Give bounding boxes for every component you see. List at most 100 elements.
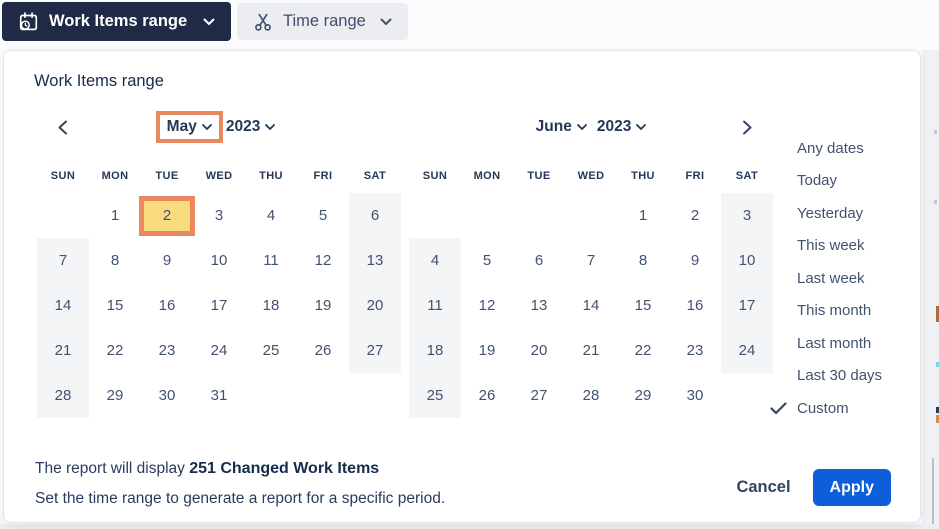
day-cell[interactable]: 26 bbox=[478, 387, 496, 404]
day-cell[interactable]: 17 bbox=[721, 283, 773, 328]
preset-item-last-week[interactable]: Last week bbox=[770, 262, 918, 295]
day-cell[interactable]: 16 bbox=[158, 297, 176, 314]
day-cell[interactable]: 27 bbox=[530, 387, 548, 404]
weekday-header: FRI bbox=[685, 170, 705, 182]
day-cell[interactable]: 19 bbox=[314, 297, 332, 314]
preset-item-yesterday[interactable]: Yesterday bbox=[770, 197, 918, 230]
day-cell[interactable]: 5 bbox=[318, 207, 328, 224]
time-range-label: Time range bbox=[283, 12, 366, 30]
month-dropdown-may[interactable]: May bbox=[167, 118, 212, 136]
day-cell[interactable]: 29 bbox=[106, 387, 124, 404]
day-cell[interactable]: 15 bbox=[106, 297, 124, 314]
day-cell[interactable]: 4 bbox=[266, 207, 276, 224]
day-cell[interactable]: 30 bbox=[686, 387, 704, 404]
next-month-button[interactable] bbox=[721, 107, 773, 147]
preset-item-last-month[interactable]: Last month bbox=[770, 327, 918, 360]
year-dropdown-may[interactable]: 2023 bbox=[226, 118, 276, 136]
calendar-week-row: 18 19 20 21 22 23 24 bbox=[409, 328, 773, 373]
preset-item-today[interactable]: Today bbox=[770, 165, 918, 198]
day-cell[interactable]: 9 bbox=[690, 252, 700, 269]
preset-list: Any dates Today Yesterday This week Last wee… bbox=[770, 132, 918, 425]
day-cell[interactable]: 1 bbox=[110, 207, 120, 224]
day-cell[interactable]: 14 bbox=[582, 297, 600, 314]
day-cell[interactable]: 7 bbox=[586, 252, 596, 269]
day-cell[interactable]: 18 bbox=[409, 328, 461, 373]
work-items-range-button[interactable]: Work Items range bbox=[2, 2, 232, 41]
day-cell[interactable]: 29 bbox=[634, 387, 652, 404]
empty-day-cell bbox=[461, 193, 513, 238]
year-dropdown-june[interactable]: 2023 bbox=[597, 118, 647, 136]
day-cell[interactable]: 3 bbox=[214, 207, 224, 224]
day-cell[interactable]: 14 bbox=[37, 283, 89, 328]
day-cell[interactable]: 27 bbox=[349, 328, 401, 373]
weekday-header: FRI bbox=[313, 170, 333, 182]
day-cell-selected[interactable]: 2 bbox=[141, 193, 193, 238]
day-cell[interactable]: 20 bbox=[349, 283, 401, 328]
chevron-left-icon bbox=[58, 120, 68, 135]
empty-day-cell bbox=[37, 193, 89, 238]
day-cell[interactable]: 8 bbox=[110, 252, 120, 269]
day-cell[interactable]: 20 bbox=[530, 342, 548, 359]
day-cell[interactable]: 5 bbox=[482, 252, 492, 269]
day-cell[interactable]: 7 bbox=[37, 238, 89, 283]
weekday-header: TUE bbox=[155, 170, 179, 182]
day-cell[interactable]: 13 bbox=[530, 297, 548, 314]
day-cell[interactable]: 8 bbox=[638, 252, 648, 269]
preset-item-custom[interactable]: Custom bbox=[770, 392, 918, 425]
day-cell[interactable]: 1 bbox=[638, 207, 648, 224]
weekday-header: SAT bbox=[735, 170, 759, 182]
day-cell[interactable]: 6 bbox=[534, 252, 544, 269]
preset-item-this-week[interactable]: This week bbox=[770, 230, 918, 263]
report-summary-line: The report will display 251 Changed Work… bbox=[35, 454, 445, 484]
day-cell[interactable]: 22 bbox=[634, 342, 652, 359]
day-cell[interactable]: 6 bbox=[349, 193, 401, 238]
day-cell[interactable]: 28 bbox=[582, 387, 600, 404]
time-range-button[interactable]: Time range bbox=[237, 3, 408, 40]
day-cell[interactable]: 30 bbox=[158, 387, 176, 404]
cancel-button[interactable]: Cancel bbox=[736, 478, 791, 496]
day-cell[interactable]: 19 bbox=[478, 342, 496, 359]
day-cell[interactable]: 21 bbox=[582, 342, 600, 359]
apply-button[interactable]: Apply bbox=[812, 469, 891, 506]
annotation-highlight-month: May bbox=[155, 111, 223, 143]
day-cell[interactable]: 23 bbox=[686, 342, 704, 359]
chevron-down-icon bbox=[576, 123, 587, 131]
calendar-nav-may: May 2023 bbox=[37, 107, 401, 147]
day-cell[interactable]: 25 bbox=[262, 342, 280, 359]
prev-month-button[interactable] bbox=[37, 107, 89, 147]
day-cell[interactable]: 2 bbox=[690, 207, 700, 224]
day-cell[interactable]: 11 bbox=[263, 252, 279, 269]
preset-item-any-dates[interactable]: Any dates bbox=[770, 132, 918, 165]
weekday-header: THU bbox=[259, 170, 283, 182]
day-cell[interactable]: 13 bbox=[349, 238, 401, 283]
day-cell[interactable]: 28 bbox=[37, 373, 89, 418]
day-cell[interactable]: 9 bbox=[162, 252, 172, 269]
empty-day-cell bbox=[721, 373, 773, 418]
day-cell[interactable]: 16 bbox=[686, 297, 704, 314]
preset-label: This week bbox=[797, 237, 865, 255]
day-cell[interactable]: 17 bbox=[210, 297, 228, 314]
calendar-week-row: 4 5 6 7 8 9 10 bbox=[409, 238, 773, 283]
day-cell[interactable]: 25 bbox=[409, 373, 461, 418]
day-cell[interactable]: 15 bbox=[634, 297, 652, 314]
day-cell[interactable]: 12 bbox=[314, 252, 332, 269]
day-cell[interactable]: 18 bbox=[262, 297, 280, 314]
calendar-week-row: 11 12 13 14 15 16 17 bbox=[409, 283, 773, 328]
day-cell[interactable]: 22 bbox=[106, 342, 124, 359]
day-cell[interactable]: 12 bbox=[478, 297, 496, 314]
day-cell[interactable]: 10 bbox=[721, 238, 773, 283]
scissors-icon bbox=[253, 12, 273, 32]
day-cell[interactable]: 23 bbox=[158, 342, 176, 359]
day-cell[interactable]: 3 bbox=[721, 193, 773, 238]
day-cell[interactable]: 26 bbox=[314, 342, 332, 359]
day-cell[interactable]: 24 bbox=[721, 328, 773, 373]
day-cell[interactable]: 31 bbox=[210, 387, 228, 404]
preset-item-last-30-days[interactable]: Last 30 days bbox=[770, 360, 918, 393]
day-cell[interactable]: 10 bbox=[210, 252, 228, 269]
day-cell[interactable]: 24 bbox=[210, 342, 228, 359]
preset-item-this-month[interactable]: This month bbox=[770, 295, 918, 328]
day-cell[interactable]: 21 bbox=[37, 328, 89, 373]
day-cell[interactable]: 4 bbox=[409, 238, 461, 283]
month-dropdown-june[interactable]: June bbox=[536, 118, 587, 136]
day-cell[interactable]: 11 bbox=[409, 283, 461, 328]
